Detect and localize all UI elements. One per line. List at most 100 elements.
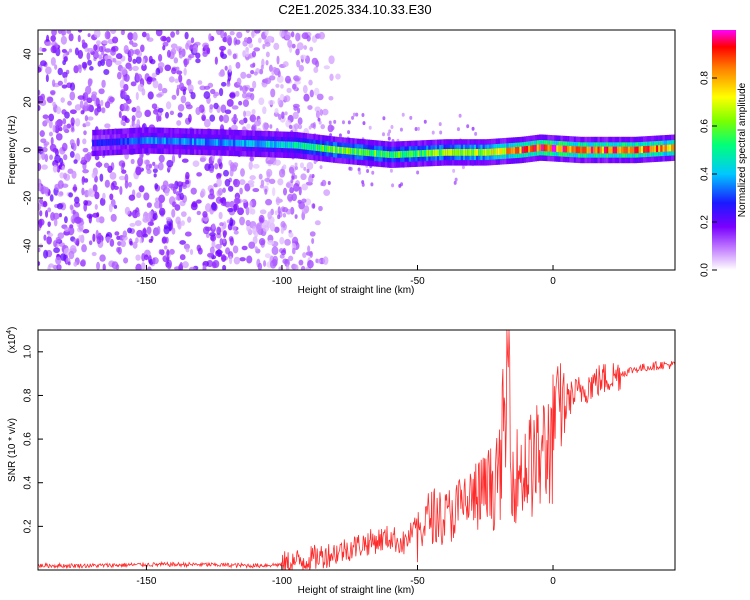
noise-blob [39, 185, 47, 195]
noise-blob [303, 166, 307, 171]
noise-blob [254, 246, 258, 251]
noise-blob [172, 186, 177, 195]
noise-blob [176, 84, 181, 89]
signal-cell [111, 138, 115, 146]
noise-blob [56, 264, 62, 270]
noise-blob [171, 154, 176, 164]
noise-blob [228, 64, 232, 73]
noise-blob [54, 64, 58, 70]
noise-blob [166, 262, 172, 270]
noise-blob [38, 152, 41, 161]
signal-cell [300, 142, 303, 150]
noise-blob [69, 91, 76, 101]
noise-blob [300, 173, 307, 181]
noise-blob [124, 173, 129, 183]
signal-cell [410, 150, 414, 158]
noise-blob [319, 165, 323, 170]
signal-cell [202, 138, 206, 146]
noise-blob [211, 240, 216, 249]
noise-blob [127, 55, 133, 63]
signal-cell [376, 150, 379, 157]
noise-blob [115, 53, 123, 60]
noise-blob [151, 72, 158, 78]
noise-blob [157, 162, 164, 171]
noise-blob [248, 43, 254, 49]
noise-blob [231, 105, 239, 110]
signal-cell [445, 149, 449, 156]
signal-cell [250, 140, 253, 147]
signal-cell [129, 137, 132, 145]
noise-blob [184, 31, 189, 40]
noise-blob [166, 36, 171, 43]
noise-blob [134, 48, 140, 55]
noise-blob [289, 169, 294, 174]
noise-blob [154, 183, 159, 190]
noise-blob [91, 91, 98, 97]
noise-blob [192, 160, 200, 167]
noise-blob [69, 204, 74, 211]
noise-blob [232, 53, 237, 60]
noise-blob [263, 260, 267, 267]
signal-cell [499, 148, 503, 155]
noise-blob [226, 35, 232, 45]
signal-cell [348, 147, 351, 155]
noise-blob [246, 36, 253, 45]
noise-blob [138, 156, 144, 163]
signal-cell [530, 145, 533, 153]
noise-blob [180, 95, 187, 104]
noise-blob [251, 124, 257, 132]
signal-cell [96, 139, 99, 147]
signal-cell [517, 146, 520, 154]
noise-blob [297, 124, 303, 130]
signal-cell [523, 146, 527, 153]
noise-blob [284, 95, 291, 103]
noise-blob [164, 245, 168, 250]
noise-blob [247, 180, 255, 185]
noise-blob [179, 82, 185, 91]
noise-blob [158, 207, 166, 216]
signal-cell [439, 149, 442, 156]
noise-blob [220, 104, 227, 114]
noise-blob [253, 71, 258, 76]
noise-blob [227, 185, 234, 192]
noise-blob [298, 201, 306, 210]
signal-cell [213, 139, 217, 146]
noise-blob [291, 83, 297, 90]
x-tick-label: -50 [410, 276, 425, 287]
signal-cell [94, 139, 97, 147]
noise-blob [123, 73, 130, 82]
noise-blob [38, 66, 42, 73]
noise-blob [262, 106, 267, 115]
noise-blob [287, 39, 293, 48]
noise-blob [118, 110, 122, 118]
colorbar-tick-label: 0.4 [700, 167, 711, 181]
noise-blob [284, 75, 291, 84]
noise-blob [153, 173, 157, 178]
noise-blob [282, 164, 287, 170]
signal-cell [183, 138, 186, 145]
noise-blob [38, 219, 43, 229]
noise-blob [128, 194, 136, 201]
noise-blob [265, 198, 273, 206]
noise-blob [59, 157, 64, 165]
snr-y-multiplier: (x104) [6, 327, 18, 354]
noise-blob [55, 236, 61, 243]
signal-cell [525, 145, 529, 153]
noise-blob [171, 227, 176, 235]
noise-blob [101, 79, 106, 88]
noise-blob [143, 192, 150, 201]
noise-blob [38, 89, 41, 96]
noise-blob [131, 42, 138, 48]
noise-blob [61, 142, 68, 152]
noise-blob [73, 261, 78, 267]
noise-blob [271, 70, 275, 76]
colorbar-label: Normalized spectral amplitude [737, 82, 748, 217]
noise-blob [181, 158, 189, 163]
noise-blob [293, 182, 300, 192]
noise-blob [187, 84, 194, 93]
signal-cell [664, 144, 668, 152]
noise-blob [219, 51, 224, 58]
noise-blob [361, 112, 365, 117]
noise-blob [55, 256, 62, 265]
signal-cell [671, 144, 674, 152]
